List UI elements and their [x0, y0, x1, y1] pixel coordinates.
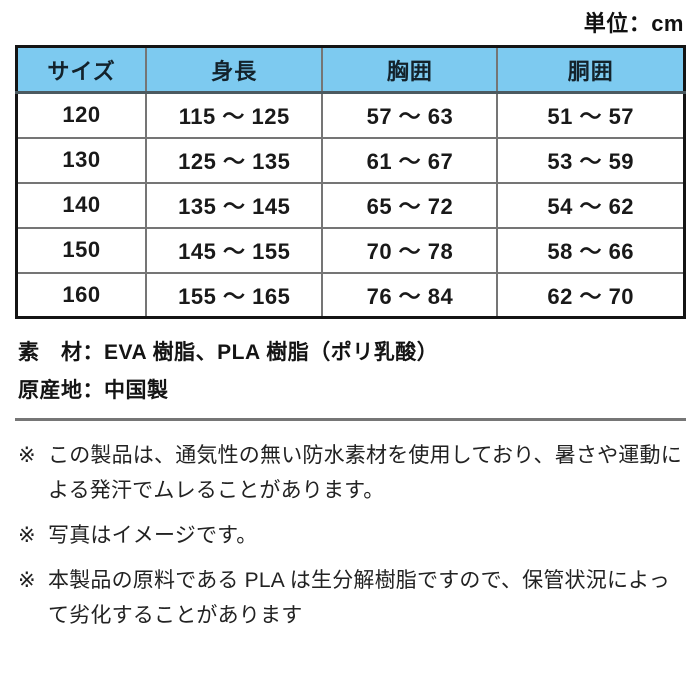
table-cell: 65 ～ 72	[321, 181, 499, 229]
note-item: ※ 本製品の原料である PLA は生分解樹脂ですので、保管状況によって劣化すること…	[18, 563, 686, 633]
column-header-chest: 胸囲	[321, 45, 499, 94]
table-cell: 150	[15, 226, 148, 274]
table-cell: 61 ～ 67	[321, 136, 499, 184]
note-marker: ※	[18, 569, 36, 592]
table-cell: 145 ～ 155	[145, 226, 324, 274]
size-table-header: サイズ 身長 胸囲 胴囲	[15, 45, 686, 94]
table-cell: 135 ～ 145	[145, 181, 324, 229]
table-row: 140 135 ～ 145 65 ～ 72 54 ～ 62	[15, 181, 686, 229]
table-cell: 120	[15, 91, 148, 139]
unit-label: 単位：cm	[583, 11, 684, 36]
table-cell: 57 ～ 63	[321, 91, 499, 139]
material-line: 素 材：EVA 樹脂、PLA 樹脂（ポリ乳酸）	[18, 341, 439, 364]
table-row: 130 125 ～ 135 61 ～ 67 53 ～ 59	[15, 136, 686, 184]
table-cell: 155 ～ 165	[145, 271, 324, 319]
table-cell: 51 ～ 57	[496, 91, 686, 139]
table-cell: 125 ～ 135	[145, 136, 324, 184]
table-cell: 58 ～ 66	[496, 226, 686, 274]
origin-line: 原産地：中国製	[18, 379, 169, 402]
table-row: 150 145 ～ 155 70 ～ 78 58 ～ 66	[15, 226, 686, 274]
notes-list: ※ この製品は、通気性の無い防水素材を使用しており、暑さや運動による発汗でムレるこ…	[15, 438, 686, 633]
table-cell: 54 ～ 62	[496, 181, 686, 229]
product-info-block: 素 材：EVA 樹脂、PLA 樹脂（ポリ乳酸） 原産地：中国製	[15, 342, 686, 401]
note-text: この製品は、通気性の無い防水素材を使用しており、暑さや運動による発汗でムレること…	[48, 444, 682, 502]
column-header-size: サイズ	[15, 45, 148, 94]
note-text: 本製品の原料である PLA は生分解樹脂ですので、保管状況によって劣化することが…	[48, 569, 670, 627]
table-row: 160 155 ～ 165 76 ～ 84 62 ～ 70	[15, 271, 686, 319]
table-cell: 70 ～ 78	[321, 226, 499, 274]
table-cell: 62 ～ 70	[496, 271, 686, 319]
table-cell: 53 ～ 59	[496, 136, 686, 184]
column-header-height: 身長	[145, 45, 324, 94]
header-row: サイズ 身長 胸囲 胴囲	[15, 45, 686, 94]
note-item: ※ 写真はイメージです。	[18, 518, 686, 553]
note-item: ※ この製品は、通気性の無い防水素材を使用しており、暑さや運動による発汗でムレるこ…	[18, 438, 686, 508]
table-cell: 76 ～ 84	[321, 271, 499, 319]
note-marker: ※	[18, 444, 36, 467]
note-marker: ※	[18, 524, 36, 547]
table-cell: 115 ～ 125	[145, 91, 324, 139]
size-table: サイズ 身長 胸囲 胴囲 120 115 ～ 125 57 ～ 63 51 ～ 57 1…	[15, 45, 686, 319]
table-cell: 130	[15, 136, 148, 184]
column-header-waist: 胴囲	[496, 45, 686, 94]
size-table-body: 120 115 ～ 125 57 ～ 63 51 ～ 57 130 125 ～ 135 61…	[15, 91, 686, 319]
table-row: 120 115 ～ 125 57 ～ 63 51 ～ 57	[15, 91, 686, 139]
separator-line	[15, 418, 686, 421]
table-cell: 140	[15, 181, 148, 229]
note-text: 写真はイメージです。	[48, 524, 258, 547]
table-cell: 160	[15, 271, 148, 319]
